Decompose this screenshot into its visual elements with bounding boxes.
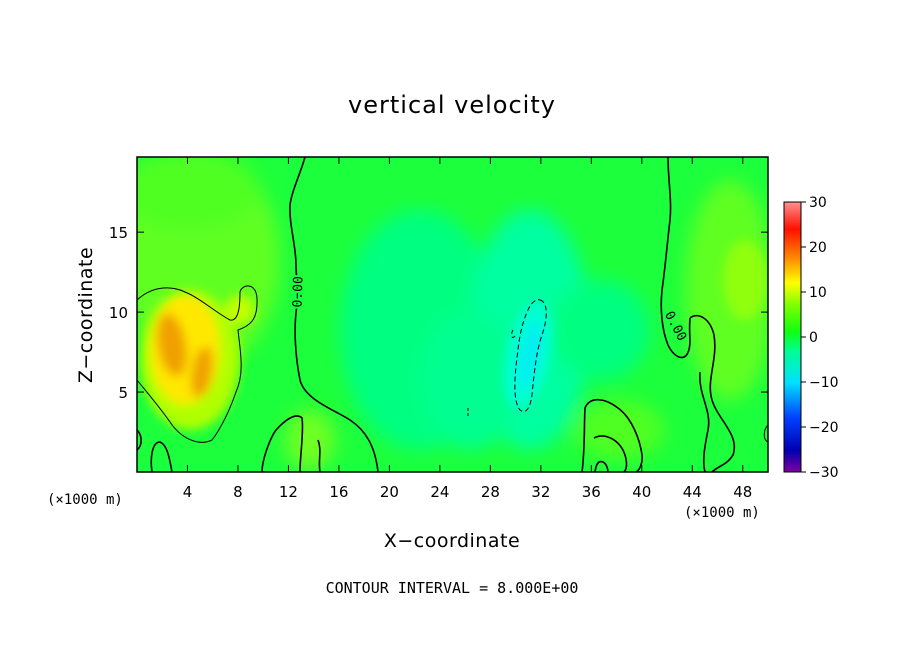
colorbar-tick-label: −30	[809, 465, 839, 481]
zero-contour-right	[660, 157, 672, 346]
x-tick-label: 40	[632, 483, 651, 501]
field-region	[517, 320, 543, 390]
y-axis-label: Z−coordinate	[75, 247, 97, 383]
x-tick-label: 44	[683, 483, 702, 501]
contour-interval-note: CONTOUR INTERVAL = 8.000E+00	[326, 579, 579, 597]
contour-bottom-right-lobe	[581, 398, 643, 472]
contour-label: 0.00	[290, 276, 306, 308]
colorbar-tick-label: 10	[809, 285, 827, 301]
y-tick-label: 5	[118, 384, 128, 402]
plot-frame	[136, 156, 769, 473]
x-tick-label: 8	[233, 483, 243, 501]
x-tick-label: 4	[183, 483, 193, 501]
contour-right-edge	[763, 424, 768, 443]
contour-bottom-right-inner	[594, 460, 609, 472]
heatmap-field	[137, 157, 768, 472]
x-tick-label: 32	[531, 483, 550, 501]
field-region	[191, 346, 213, 398]
colorbar-tick-label: 20	[809, 240, 827, 256]
zero-contour-right-bottom	[699, 371, 710, 472]
contour-bottom-mid	[261, 415, 304, 472]
x-unit-left: (×1000 m)	[47, 492, 123, 508]
positive-contour-updraft	[137, 285, 258, 443]
colorbar-tick-label: −20	[809, 420, 839, 436]
x-tick-label: 24	[430, 483, 449, 501]
negative-contour-downdraft	[514, 299, 547, 412]
colorbar-tick-label: −10	[809, 375, 839, 391]
contour-bottom-left-2	[137, 429, 142, 451]
zero-contour-left	[289, 157, 379, 472]
y-tick-label: 10	[109, 304, 128, 322]
x-tick-label: 48	[733, 483, 752, 501]
contour-bottom-left-1	[150, 441, 173, 472]
contour-bottom-low	[317, 439, 321, 472]
field-region	[550, 280, 650, 380]
colorbar	[783, 201, 802, 473]
negative-contour-small	[511, 329, 516, 338]
x-axis-label: X−coordinate	[384, 530, 520, 552]
field-region	[723, 240, 767, 320]
field-region	[285, 410, 335, 470]
x-tick-label: 16	[329, 483, 348, 501]
x-unit-right: (×1000 m)	[684, 505, 760, 521]
x-tick-label: 12	[279, 483, 298, 501]
contour-bottom-right-2	[593, 435, 628, 472]
x-tick-label: 36	[582, 483, 601, 501]
field-region	[225, 295, 255, 325]
x-tick-label: 28	[481, 483, 500, 501]
field-region	[575, 400, 665, 460]
y-axis: 5 10 15	[109, 224, 768, 402]
colorbar-axis: 30 20 10 0 −10 −20 −30	[801, 195, 839, 481]
contours	[137, 157, 768, 472]
colorbar-tick-label: 30	[809, 195, 827, 211]
chart-title: vertical velocity	[348, 91, 556, 119]
zero-contour-right-lower	[667, 317, 691, 359]
field-region	[157, 313, 187, 377]
field-region	[420, 310, 520, 450]
y-tick-label: 15	[109, 224, 128, 242]
x-axis: 4 8 12 16 20 24 28 32 36 40 44 48	[183, 157, 752, 501]
x-tick-label: 20	[380, 483, 399, 501]
colorbar-tick-label: 0	[809, 330, 818, 346]
field-region	[137, 157, 260, 230]
zero-contour-right-lobe	[689, 314, 736, 472]
